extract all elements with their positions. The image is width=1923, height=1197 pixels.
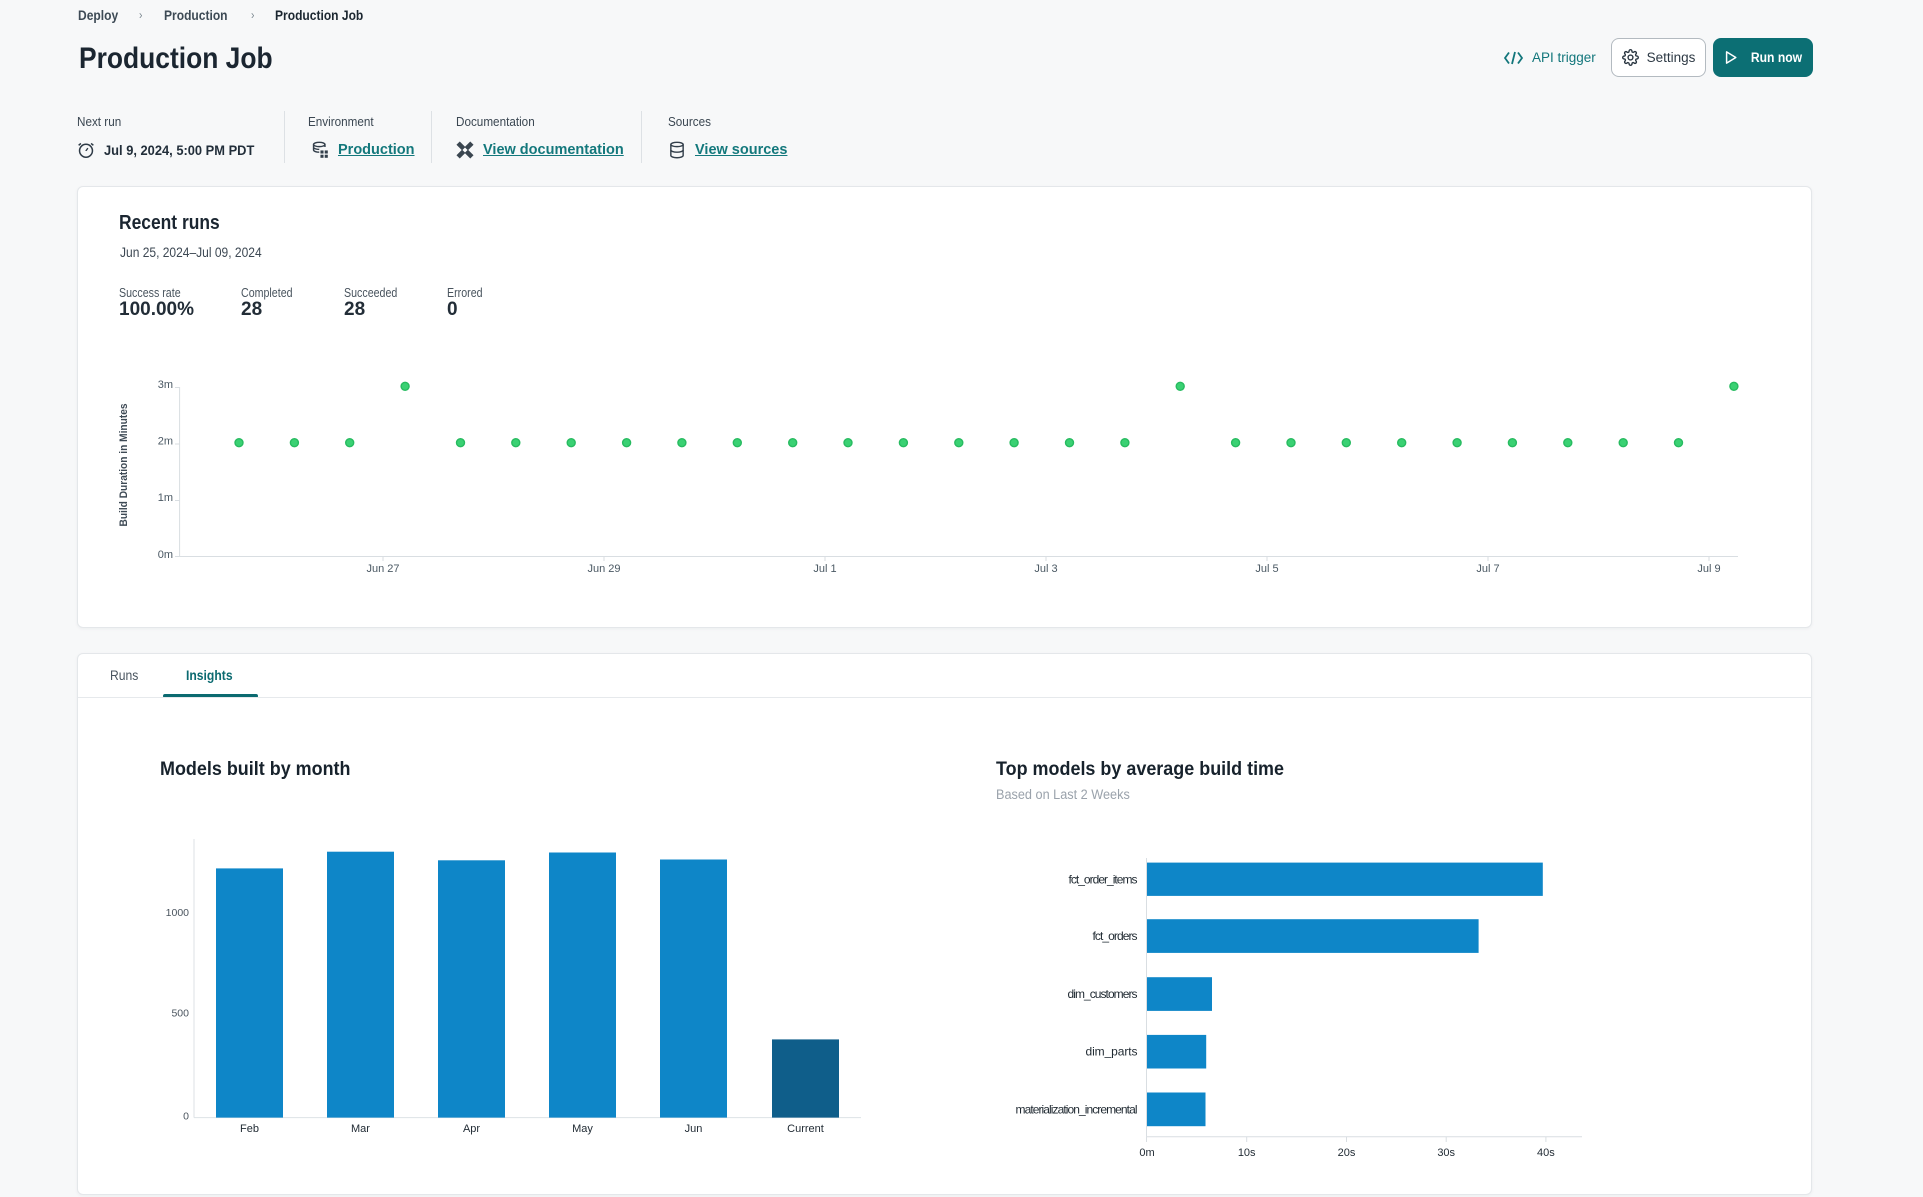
- svg-text:Jun: Jun: [685, 1123, 703, 1135]
- svg-text:Jul 7: Jul 7: [1476, 563, 1499, 575]
- svg-text:Current: Current: [787, 1123, 824, 1135]
- svg-text:Jul 1: Jul 1: [813, 563, 836, 575]
- svg-text:20s: 20s: [1338, 1147, 1356, 1159]
- svg-text:Mar: Mar: [351, 1123, 370, 1135]
- svg-text:0: 0: [183, 1111, 189, 1123]
- svg-text:dim_parts: dim_parts: [1086, 1045, 1138, 1059]
- svg-text:dim_customers: dim_customers: [1068, 987, 1138, 1001]
- svg-text:10s: 10s: [1238, 1147, 1256, 1159]
- svg-text:Jul 5: Jul 5: [1255, 563, 1278, 575]
- svg-text:Jun 27: Jun 27: [366, 563, 399, 575]
- svg-text:500: 500: [171, 1008, 189, 1020]
- svg-text:materialization_incremental: materialization_incremental: [1016, 1102, 1138, 1116]
- svg-text:Apr: Apr: [463, 1123, 480, 1135]
- svg-text:0m: 0m: [158, 549, 173, 561]
- svg-text:1000: 1000: [166, 907, 190, 919]
- svg-text:0m: 0m: [1139, 1147, 1154, 1159]
- svg-text:Jul 9: Jul 9: [1697, 563, 1720, 575]
- svg-text:Feb: Feb: [240, 1123, 259, 1135]
- svg-text:40s: 40s: [1537, 1147, 1555, 1159]
- svg-text:1m: 1m: [158, 492, 173, 504]
- svg-text:Jun 29: Jun 29: [587, 563, 620, 575]
- svg-text:2m: 2m: [158, 436, 173, 448]
- svg-text:3m: 3m: [158, 379, 173, 391]
- svg-text:May: May: [572, 1123, 593, 1135]
- svg-text:fct_orders: fct_orders: [1093, 929, 1138, 943]
- svg-text:fct_order_items: fct_order_items: [1069, 872, 1138, 886]
- svg-text:30s: 30s: [1437, 1147, 1455, 1159]
- svg-text:Jul 3: Jul 3: [1034, 563, 1057, 575]
- svg-text:Build Duration in Minutes: Build Duration in Minutes: [118, 404, 130, 527]
